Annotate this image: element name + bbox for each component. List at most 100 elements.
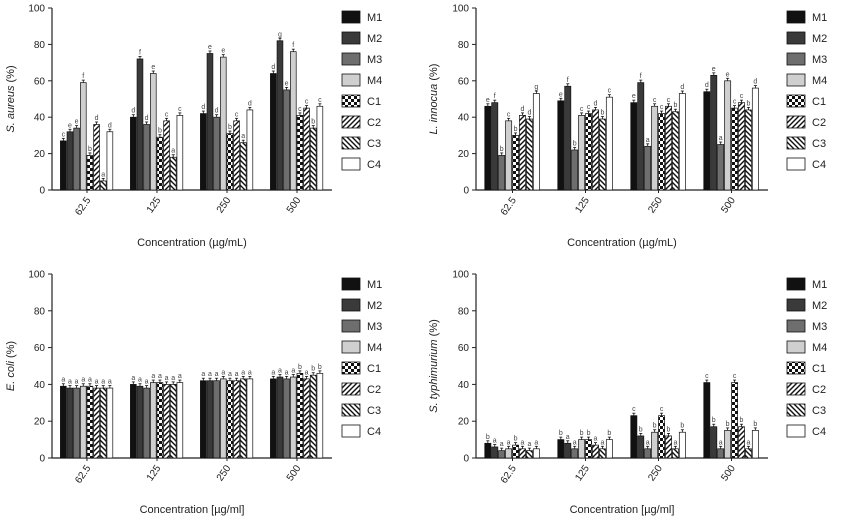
significance-letter: a bbox=[68, 379, 72, 386]
bar-m2-125 bbox=[564, 442, 572, 459]
x-tick-label: 250 bbox=[646, 195, 665, 215]
significance-letter: b bbox=[600, 110, 604, 117]
bar-m4-62-5 bbox=[505, 120, 513, 191]
x-axis-title: Concentration (µg/mL) bbox=[567, 237, 677, 249]
bar-c1-500 bbox=[296, 115, 304, 191]
bar-m4-62-5 bbox=[79, 385, 87, 459]
bar-m2-250 bbox=[206, 53, 214, 191]
significance-letter: a bbox=[171, 148, 175, 155]
significance-letter: b bbox=[298, 364, 302, 371]
legend-swatch-m2 bbox=[786, 298, 806, 312]
bar-m3-62-5 bbox=[498, 155, 506, 191]
significance-letter: c bbox=[733, 373, 737, 380]
significance-letter: a bbox=[131, 375, 135, 382]
significance-letter: a bbox=[305, 369, 309, 376]
significance-letter: e bbox=[285, 80, 289, 87]
y-tick-label: 40 bbox=[458, 380, 470, 391]
legend-label-m4: M4 bbox=[812, 75, 827, 87]
y-axis-unit: (%) bbox=[5, 65, 17, 85]
y-tick-label: 0 bbox=[39, 454, 45, 465]
significance-letter: d bbox=[145, 115, 149, 122]
legend-swatch-m3 bbox=[786, 319, 806, 333]
y-tick-label: 40 bbox=[458, 113, 470, 124]
bar-c3-250 bbox=[239, 142, 247, 191]
significance-letter: b bbox=[514, 436, 518, 443]
significance-letter: b bbox=[486, 434, 490, 441]
legend-label-m4: M4 bbox=[367, 342, 382, 354]
significance-letter: a bbox=[101, 379, 105, 386]
bar-c3-125 bbox=[169, 384, 177, 459]
significance-letter: b bbox=[88, 146, 92, 153]
bar-c3-62-5 bbox=[526, 118, 533, 191]
significance-letter: d bbox=[215, 108, 219, 115]
bar-c4-500 bbox=[751, 87, 759, 191]
significance-letter: d bbox=[248, 100, 252, 107]
bar-m4-250 bbox=[651, 431, 659, 459]
bar-c2-125 bbox=[592, 109, 599, 191]
legend-label-c1: C1 bbox=[367, 96, 381, 108]
bar-c2-125 bbox=[163, 384, 170, 459]
bar-c1-62-5 bbox=[86, 385, 94, 459]
legend-swatch-c3 bbox=[786, 403, 806, 417]
legend-swatch-m2 bbox=[341, 31, 361, 45]
bar-c4-125 bbox=[605, 96, 613, 191]
significance-letter: b bbox=[740, 417, 744, 424]
significance-letter: a bbox=[573, 439, 577, 446]
bar-m1-500 bbox=[703, 91, 711, 191]
legend-label-c4: C4 bbox=[812, 159, 826, 171]
legend-label-c3: C3 bbox=[812, 405, 826, 417]
y-tick-label: 40 bbox=[34, 380, 46, 391]
legend-swatch-c2 bbox=[786, 382, 806, 396]
significance-letter: a bbox=[88, 377, 92, 384]
bar-m2-62-5 bbox=[491, 102, 499, 191]
bar-c3-62-5 bbox=[99, 180, 107, 191]
legend-label-c1: C1 bbox=[367, 363, 381, 375]
bar-m2-500 bbox=[710, 426, 718, 459]
bar-c2-125 bbox=[592, 444, 599, 459]
y-tick-label: 20 bbox=[34, 149, 46, 160]
y-tick-label: 20 bbox=[34, 417, 46, 428]
legend-swatch-c2 bbox=[786, 115, 806, 129]
bar-c3-500 bbox=[309, 374, 317, 459]
bar-c3-250 bbox=[672, 111, 679, 191]
bar-c3-125 bbox=[599, 118, 606, 191]
bar-m4-125 bbox=[578, 115, 586, 191]
legend-swatch-m1 bbox=[341, 10, 361, 24]
bar-c1-250 bbox=[226, 380, 234, 459]
bar-m3-62-5 bbox=[498, 450, 506, 459]
significance-letter: b bbox=[653, 423, 657, 430]
bar-c3-62-5 bbox=[99, 387, 107, 459]
significance-letter: a bbox=[248, 369, 252, 376]
bar-m1-62-5 bbox=[60, 140, 67, 191]
legend-label-c1: C1 bbox=[812, 363, 826, 375]
bar-c1-500 bbox=[731, 382, 738, 459]
x-tick-label: 62.5 bbox=[73, 195, 93, 218]
significance-letter: d bbox=[521, 106, 525, 113]
bar-m1-125 bbox=[557, 100, 565, 191]
significance-letter: d bbox=[753, 79, 757, 86]
y-tick-label: 100 bbox=[28, 270, 45, 281]
bar-c2-62-5 bbox=[93, 387, 100, 459]
bar-m4-500 bbox=[290, 51, 297, 191]
bar-c4-62-5 bbox=[106, 387, 114, 459]
significance-letter: c bbox=[318, 97, 322, 104]
x-axis-title: Concentration (µg/mL) bbox=[137, 237, 247, 249]
legend: M1 M2 M3 M4 C1 C2 C3 C4 bbox=[786, 277, 827, 438]
y-tick-label: 0 bbox=[463, 454, 469, 465]
legend-label-c1: C1 bbox=[812, 96, 826, 108]
legend-label-m1: M1 bbox=[812, 279, 827, 291]
legend-swatch-c1 bbox=[341, 94, 361, 108]
bar-m1-500 bbox=[270, 378, 277, 459]
y-tick-label: 100 bbox=[452, 4, 469, 15]
bar-m2-250 bbox=[637, 82, 645, 191]
significance-letter: c bbox=[235, 111, 239, 118]
significance-letter: a bbox=[673, 439, 677, 446]
significance-letter: c bbox=[507, 111, 511, 118]
bar-m3-125 bbox=[143, 387, 150, 459]
legend-swatch-c2 bbox=[341, 382, 361, 396]
bar-m2-250 bbox=[206, 380, 214, 459]
legend-swatch-c3 bbox=[786, 136, 806, 150]
x-tick-label: 250 bbox=[646, 463, 665, 483]
legend-swatch-c3 bbox=[341, 403, 361, 417]
